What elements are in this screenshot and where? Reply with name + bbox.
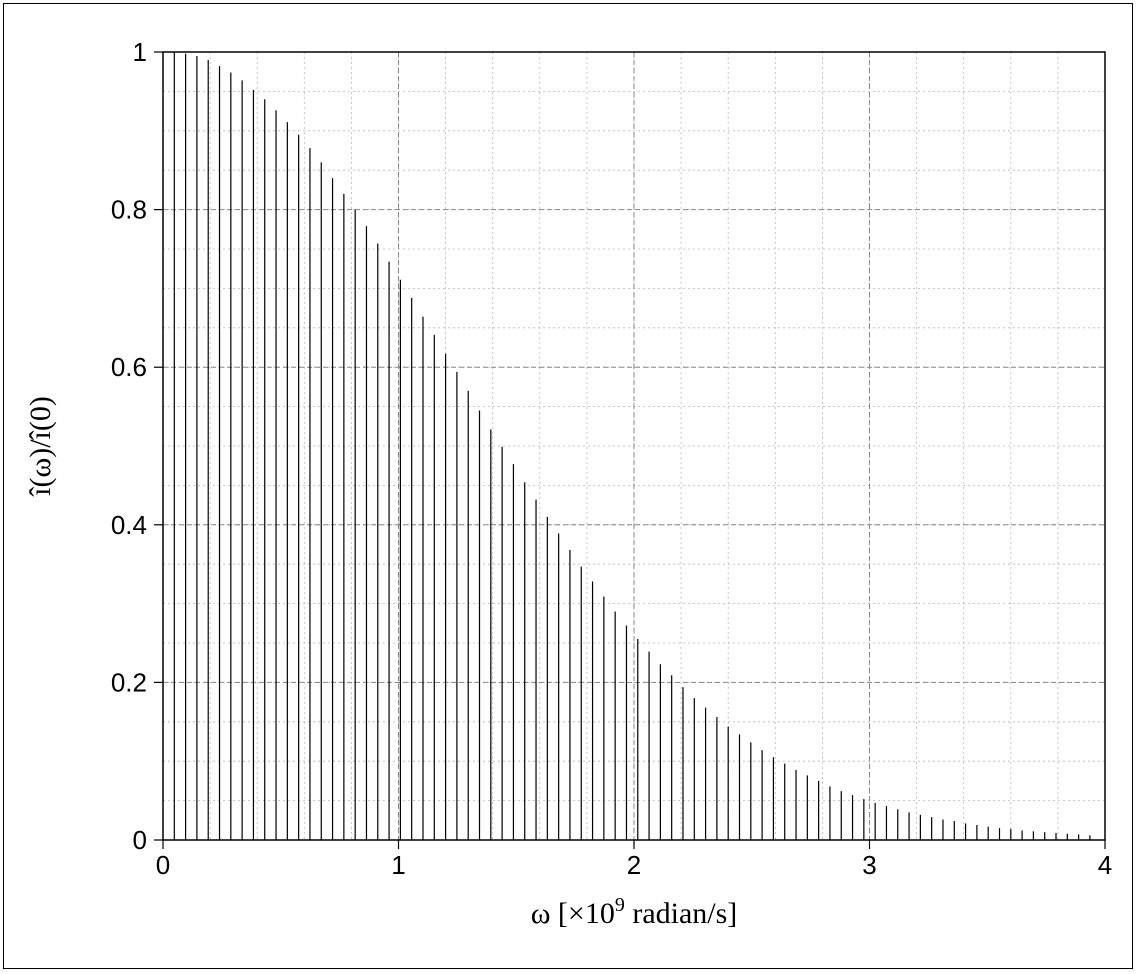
y-tick-label: 0.8 — [111, 195, 147, 225]
x-axis-label-suffix: radian/s] — [625, 897, 737, 930]
figure-frame — [3, 3, 1133, 969]
x-axis-label-prefix: ω [×10 — [531, 897, 615, 930]
x-tick-label: 0 — [156, 850, 170, 880]
x-axis-ticks: 0 1 2 3 4 — [156, 840, 1112, 880]
x-tick-label: 3 — [862, 850, 876, 880]
y-tick-label: 0.4 — [111, 510, 147, 540]
y-axis-ticks: 0 0.2 0.4 0.6 0.8 1 — [111, 37, 163, 855]
y-tick-label: 0.6 — [111, 352, 147, 382]
y-tick-label: 1 — [133, 37, 147, 67]
y-axis-label: î(ω)/î(0) — [24, 396, 57, 497]
x-tick-label: 4 — [1098, 850, 1112, 880]
stem-series — [173, 52, 1091, 840]
y-tick-label: 0 — [133, 825, 147, 855]
y-tick-label: 0.2 — [111, 667, 147, 697]
x-tick-label: 2 — [627, 850, 641, 880]
x-axis-label: ω [×109 radian/s] — [531, 894, 738, 930]
major-grid — [163, 52, 1105, 840]
x-axis-label-superscript: 9 — [615, 894, 625, 916]
x-tick-label: 1 — [391, 850, 405, 880]
